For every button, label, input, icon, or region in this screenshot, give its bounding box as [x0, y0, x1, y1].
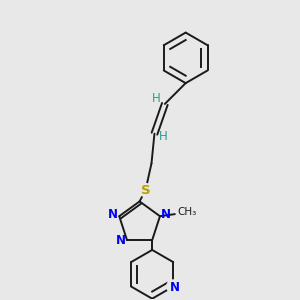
Text: S: S	[141, 184, 150, 196]
Circle shape	[167, 280, 180, 293]
Text: CH₃: CH₃	[178, 207, 197, 217]
Text: N: N	[169, 281, 179, 294]
Text: N: N	[116, 234, 125, 247]
Text: H: H	[152, 92, 161, 105]
Text: N: N	[108, 208, 118, 221]
Text: N: N	[161, 208, 171, 221]
Text: H: H	[159, 130, 168, 143]
Circle shape	[139, 184, 152, 197]
